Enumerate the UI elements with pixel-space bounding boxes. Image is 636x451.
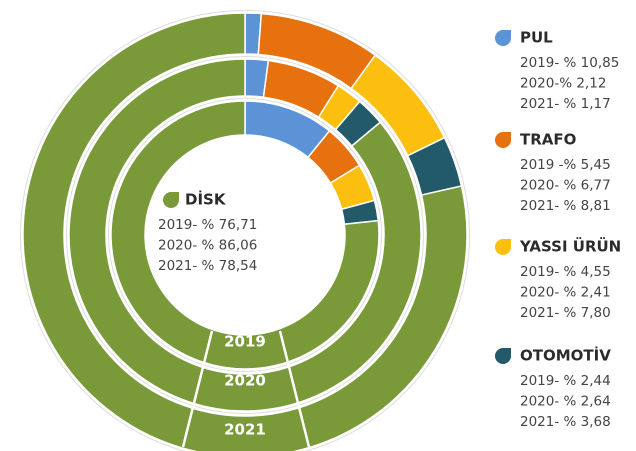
legend-title: PUL: [520, 29, 553, 47]
year-divider: [181, 330, 311, 448]
ring-separator: [108, 98, 382, 372]
ring-separator: [66, 56, 424, 414]
legend-value: 2020- % 6,77: [520, 178, 611, 194]
legend-value: 2020- % 2,41: [520, 285, 611, 301]
ring-year-label: 2021: [224, 421, 266, 439]
legend-marker: [495, 132, 511, 148]
legend-marker: [163, 192, 179, 208]
slice: [22, 12, 468, 451]
legend-value: 2019- % 4,55: [520, 264, 611, 280]
legend-value: 2021- % 3,68: [520, 414, 611, 430]
legend-value: 2020- % 2,64: [520, 394, 611, 410]
legend-value: 2019- % 76,71: [158, 217, 257, 233]
legend-value: 2019- % 2,44: [520, 373, 611, 389]
legend-title: YASSI ÜRÜN: [519, 237, 621, 256]
legend-value: 2020- % 86,06: [158, 238, 257, 254]
legend-marker: [495, 30, 511, 46]
legend-value: 2021- % 78,54: [158, 258, 257, 274]
ring-separator: [20, 10, 470, 451]
legend-value: 2019 -% 5,45: [520, 157, 611, 173]
legend-value: 2021- % 8,81: [520, 198, 611, 214]
legend-title: DİSK: [185, 190, 227, 209]
legend-title: TRAFO: [520, 131, 576, 149]
slice: [68, 58, 422, 412]
legend-marker: [495, 239, 511, 255]
slice: [110, 100, 380, 370]
legend-value: 2020-% 2,12: [520, 76, 606, 92]
legend-marker: [495, 348, 511, 364]
legend-value: 2021- % 1,17: [520, 96, 611, 112]
legend-value: 2021- % 7,80: [520, 305, 611, 321]
ring-year-label: 2020: [224, 372, 266, 390]
legend-title: OTOMOTİV: [520, 346, 611, 365]
ring-year-label: 2019: [224, 333, 266, 351]
legend-value: 2019- % 10,85: [520, 55, 619, 71]
